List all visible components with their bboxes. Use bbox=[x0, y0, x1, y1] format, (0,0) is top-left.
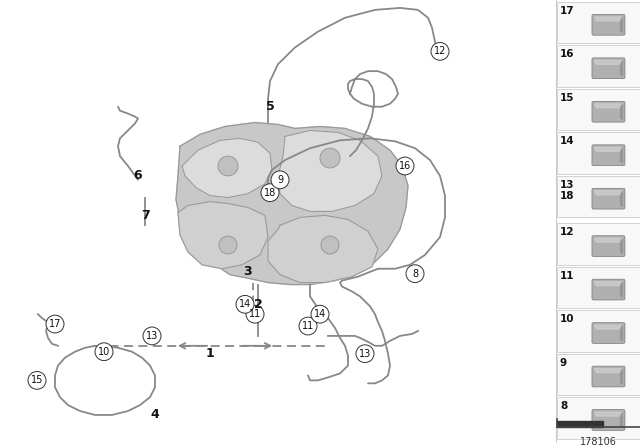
Text: 10: 10 bbox=[560, 314, 575, 324]
Circle shape bbox=[271, 171, 289, 189]
Text: 11: 11 bbox=[560, 271, 575, 281]
FancyBboxPatch shape bbox=[557, 2, 640, 43]
Text: 17: 17 bbox=[49, 319, 61, 329]
Text: 11: 11 bbox=[249, 309, 261, 319]
Text: 8: 8 bbox=[560, 401, 567, 411]
Circle shape bbox=[356, 345, 374, 362]
FancyBboxPatch shape bbox=[557, 310, 640, 352]
Polygon shape bbox=[178, 202, 268, 269]
FancyBboxPatch shape bbox=[592, 101, 625, 122]
FancyBboxPatch shape bbox=[557, 133, 640, 174]
FancyBboxPatch shape bbox=[557, 223, 640, 265]
Polygon shape bbox=[620, 325, 623, 341]
Polygon shape bbox=[595, 325, 623, 329]
Polygon shape bbox=[620, 104, 623, 120]
Circle shape bbox=[311, 305, 329, 323]
Text: 5: 5 bbox=[266, 100, 275, 113]
Text: 1: 1 bbox=[205, 347, 214, 360]
Text: 14: 14 bbox=[560, 136, 575, 146]
Circle shape bbox=[431, 43, 449, 60]
Polygon shape bbox=[278, 130, 382, 211]
Circle shape bbox=[236, 295, 254, 313]
Text: 8: 8 bbox=[412, 269, 418, 279]
Polygon shape bbox=[620, 17, 623, 33]
Text: 13
18: 13 18 bbox=[560, 180, 575, 201]
FancyBboxPatch shape bbox=[592, 279, 625, 300]
Text: 10: 10 bbox=[98, 347, 110, 357]
Polygon shape bbox=[595, 17, 623, 21]
Text: 6: 6 bbox=[134, 169, 142, 182]
Text: 9: 9 bbox=[560, 358, 567, 368]
Polygon shape bbox=[557, 421, 603, 427]
Polygon shape bbox=[595, 369, 623, 373]
Text: 14: 14 bbox=[314, 309, 326, 319]
Text: 12: 12 bbox=[560, 227, 575, 237]
Polygon shape bbox=[620, 412, 623, 428]
FancyBboxPatch shape bbox=[592, 323, 625, 344]
Polygon shape bbox=[595, 238, 623, 242]
Text: 18: 18 bbox=[264, 188, 276, 198]
Text: 15: 15 bbox=[31, 375, 43, 385]
Text: 16: 16 bbox=[560, 49, 575, 60]
FancyBboxPatch shape bbox=[557, 176, 640, 217]
Text: 9: 9 bbox=[277, 175, 283, 185]
Polygon shape bbox=[620, 191, 623, 207]
Polygon shape bbox=[595, 147, 623, 151]
Text: 2: 2 bbox=[253, 298, 262, 311]
Polygon shape bbox=[620, 147, 623, 163]
FancyBboxPatch shape bbox=[557, 267, 640, 308]
Polygon shape bbox=[620, 60, 623, 76]
Polygon shape bbox=[595, 412, 623, 416]
Text: 12: 12 bbox=[434, 47, 446, 56]
Text: 16: 16 bbox=[399, 161, 411, 171]
Text: 7: 7 bbox=[141, 209, 149, 222]
Polygon shape bbox=[620, 238, 623, 254]
Text: 3: 3 bbox=[244, 265, 252, 278]
Circle shape bbox=[261, 184, 279, 202]
Text: 4: 4 bbox=[150, 409, 159, 422]
Circle shape bbox=[246, 305, 264, 323]
Text: 17: 17 bbox=[560, 6, 575, 16]
Circle shape bbox=[28, 371, 46, 389]
Text: 15: 15 bbox=[560, 93, 575, 103]
Polygon shape bbox=[595, 104, 623, 108]
Polygon shape bbox=[620, 282, 623, 297]
FancyBboxPatch shape bbox=[592, 145, 625, 166]
FancyBboxPatch shape bbox=[557, 89, 640, 130]
Text: 13: 13 bbox=[146, 331, 158, 341]
Circle shape bbox=[396, 157, 414, 175]
FancyBboxPatch shape bbox=[592, 58, 625, 79]
Circle shape bbox=[321, 236, 339, 254]
Polygon shape bbox=[182, 138, 272, 198]
Text: 11: 11 bbox=[302, 321, 314, 331]
FancyBboxPatch shape bbox=[557, 354, 640, 395]
Polygon shape bbox=[595, 282, 623, 286]
FancyBboxPatch shape bbox=[592, 366, 625, 387]
Polygon shape bbox=[268, 215, 378, 283]
FancyBboxPatch shape bbox=[592, 409, 625, 431]
Text: 14: 14 bbox=[239, 299, 251, 309]
Circle shape bbox=[143, 327, 161, 345]
Circle shape bbox=[406, 265, 424, 283]
Circle shape bbox=[299, 317, 317, 335]
FancyBboxPatch shape bbox=[592, 188, 625, 209]
Polygon shape bbox=[595, 191, 623, 195]
FancyBboxPatch shape bbox=[557, 45, 640, 87]
Polygon shape bbox=[595, 60, 623, 65]
Circle shape bbox=[46, 315, 64, 333]
Text: 178106: 178106 bbox=[580, 437, 617, 447]
Circle shape bbox=[320, 148, 340, 168]
FancyBboxPatch shape bbox=[557, 397, 640, 439]
FancyBboxPatch shape bbox=[592, 14, 625, 35]
Circle shape bbox=[95, 343, 113, 361]
Circle shape bbox=[218, 156, 238, 176]
Circle shape bbox=[219, 236, 237, 254]
FancyBboxPatch shape bbox=[592, 236, 625, 257]
Text: 13: 13 bbox=[359, 349, 371, 359]
Polygon shape bbox=[176, 122, 408, 284]
Polygon shape bbox=[620, 369, 623, 384]
